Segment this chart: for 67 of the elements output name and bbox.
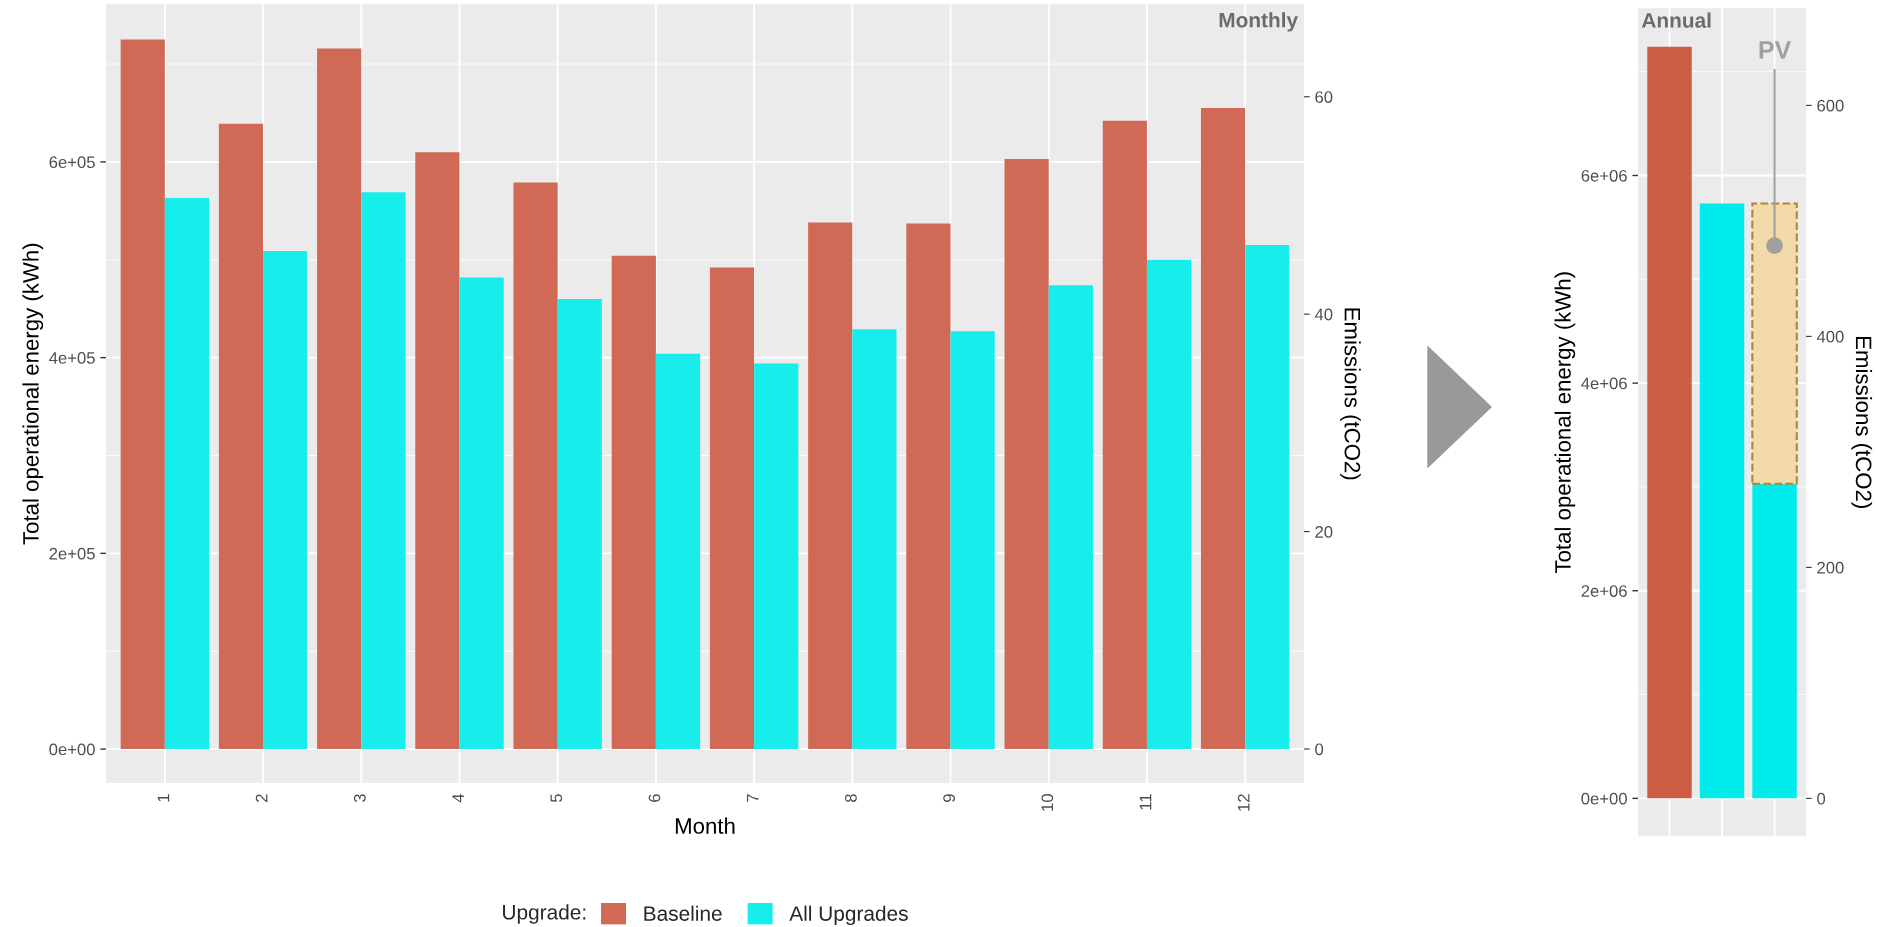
y-tick-label: 6e+06 [1581,169,1627,182]
text: PV [1759,41,1792,59]
y2-tick-label: 200 [1817,561,1844,574]
bar [1647,46,1692,799]
y2-tick-label: 400 [1816,330,1844,343]
y2-tick-label: 600 [1817,99,1844,112]
x-tick-label: 3 [353,794,366,803]
bar [950,331,995,750]
y-tick-label: 6e+05 [49,156,95,169]
x-tick-label: 12 [1237,794,1250,811]
chart-title: Annual [1641,12,1711,28]
x-tick-label: 2 [255,794,268,802]
bar [1752,483,1797,799]
bar [415,152,460,750]
bar [852,329,897,750]
bar [906,223,951,750]
bar [1004,158,1049,750]
bar [754,363,799,750]
x-tick-label: 10 [1041,794,1054,811]
bar [1751,202,1798,485]
bar [655,353,701,750]
x-axis-title: Month [675,817,735,834]
bar [513,182,558,750]
legend-label: Baseline [644,905,722,921]
bar [263,250,308,750]
y-axis-title: Total operational energy (kWh) [22,243,44,545]
bar [459,277,504,750]
y-tick-label: 0e+00 [1581,792,1627,805]
bar [709,267,755,750]
bar [611,255,656,750]
x-tick-label: 6 [648,794,661,802]
legend-label: All Upgrades [789,905,908,926]
bar [317,48,362,750]
x-tick-label: 11 [1139,794,1152,810]
x-tick-label: 8 [844,794,857,802]
x-tick-label: 5 [550,794,563,803]
bar [361,192,406,750]
y-tick-label: 0e+00 [49,743,95,756]
bar [557,298,602,750]
y-axis-title: Total operational energy (kWh) [1554,272,1576,574]
x-tick-label: 4 [452,793,464,803]
y2-tick-label: 20 [1315,525,1333,538]
bar [164,198,210,750]
y-tick-label: 2e+06 [1581,585,1627,597]
y-tick-label: 4e+05 [49,352,95,364]
y2-tick-label: 40 [1314,308,1333,321]
bar [1699,203,1745,799]
x-tick-label: 1 [157,794,170,802]
bar [808,222,853,750]
chart-title: Monthly [1219,12,1298,32]
y2-tick-label: 0 [1315,743,1324,756]
y-tick-label: 4e+06 [1581,377,1627,390]
y-tick-label: 2e+05 [49,547,95,560]
legend-title: Upgrade: [503,904,586,924]
bar [1200,108,1246,750]
bar [1146,259,1192,750]
y2-tick-label: 0 [1817,792,1826,805]
bar [1245,245,1290,750]
bar [218,123,264,750]
bar [1102,120,1147,750]
y2-tick-label: 60 [1315,91,1333,103]
y2-axis-title: Emissions (tCO2) [1340,308,1361,480]
x-tick-label: 7 [746,794,759,802]
bar [1048,285,1093,750]
y2-axis-title: Emissions (tCO2) [1851,337,1873,508]
bar [120,39,165,750]
x-tick-label: 9 [943,794,955,802]
